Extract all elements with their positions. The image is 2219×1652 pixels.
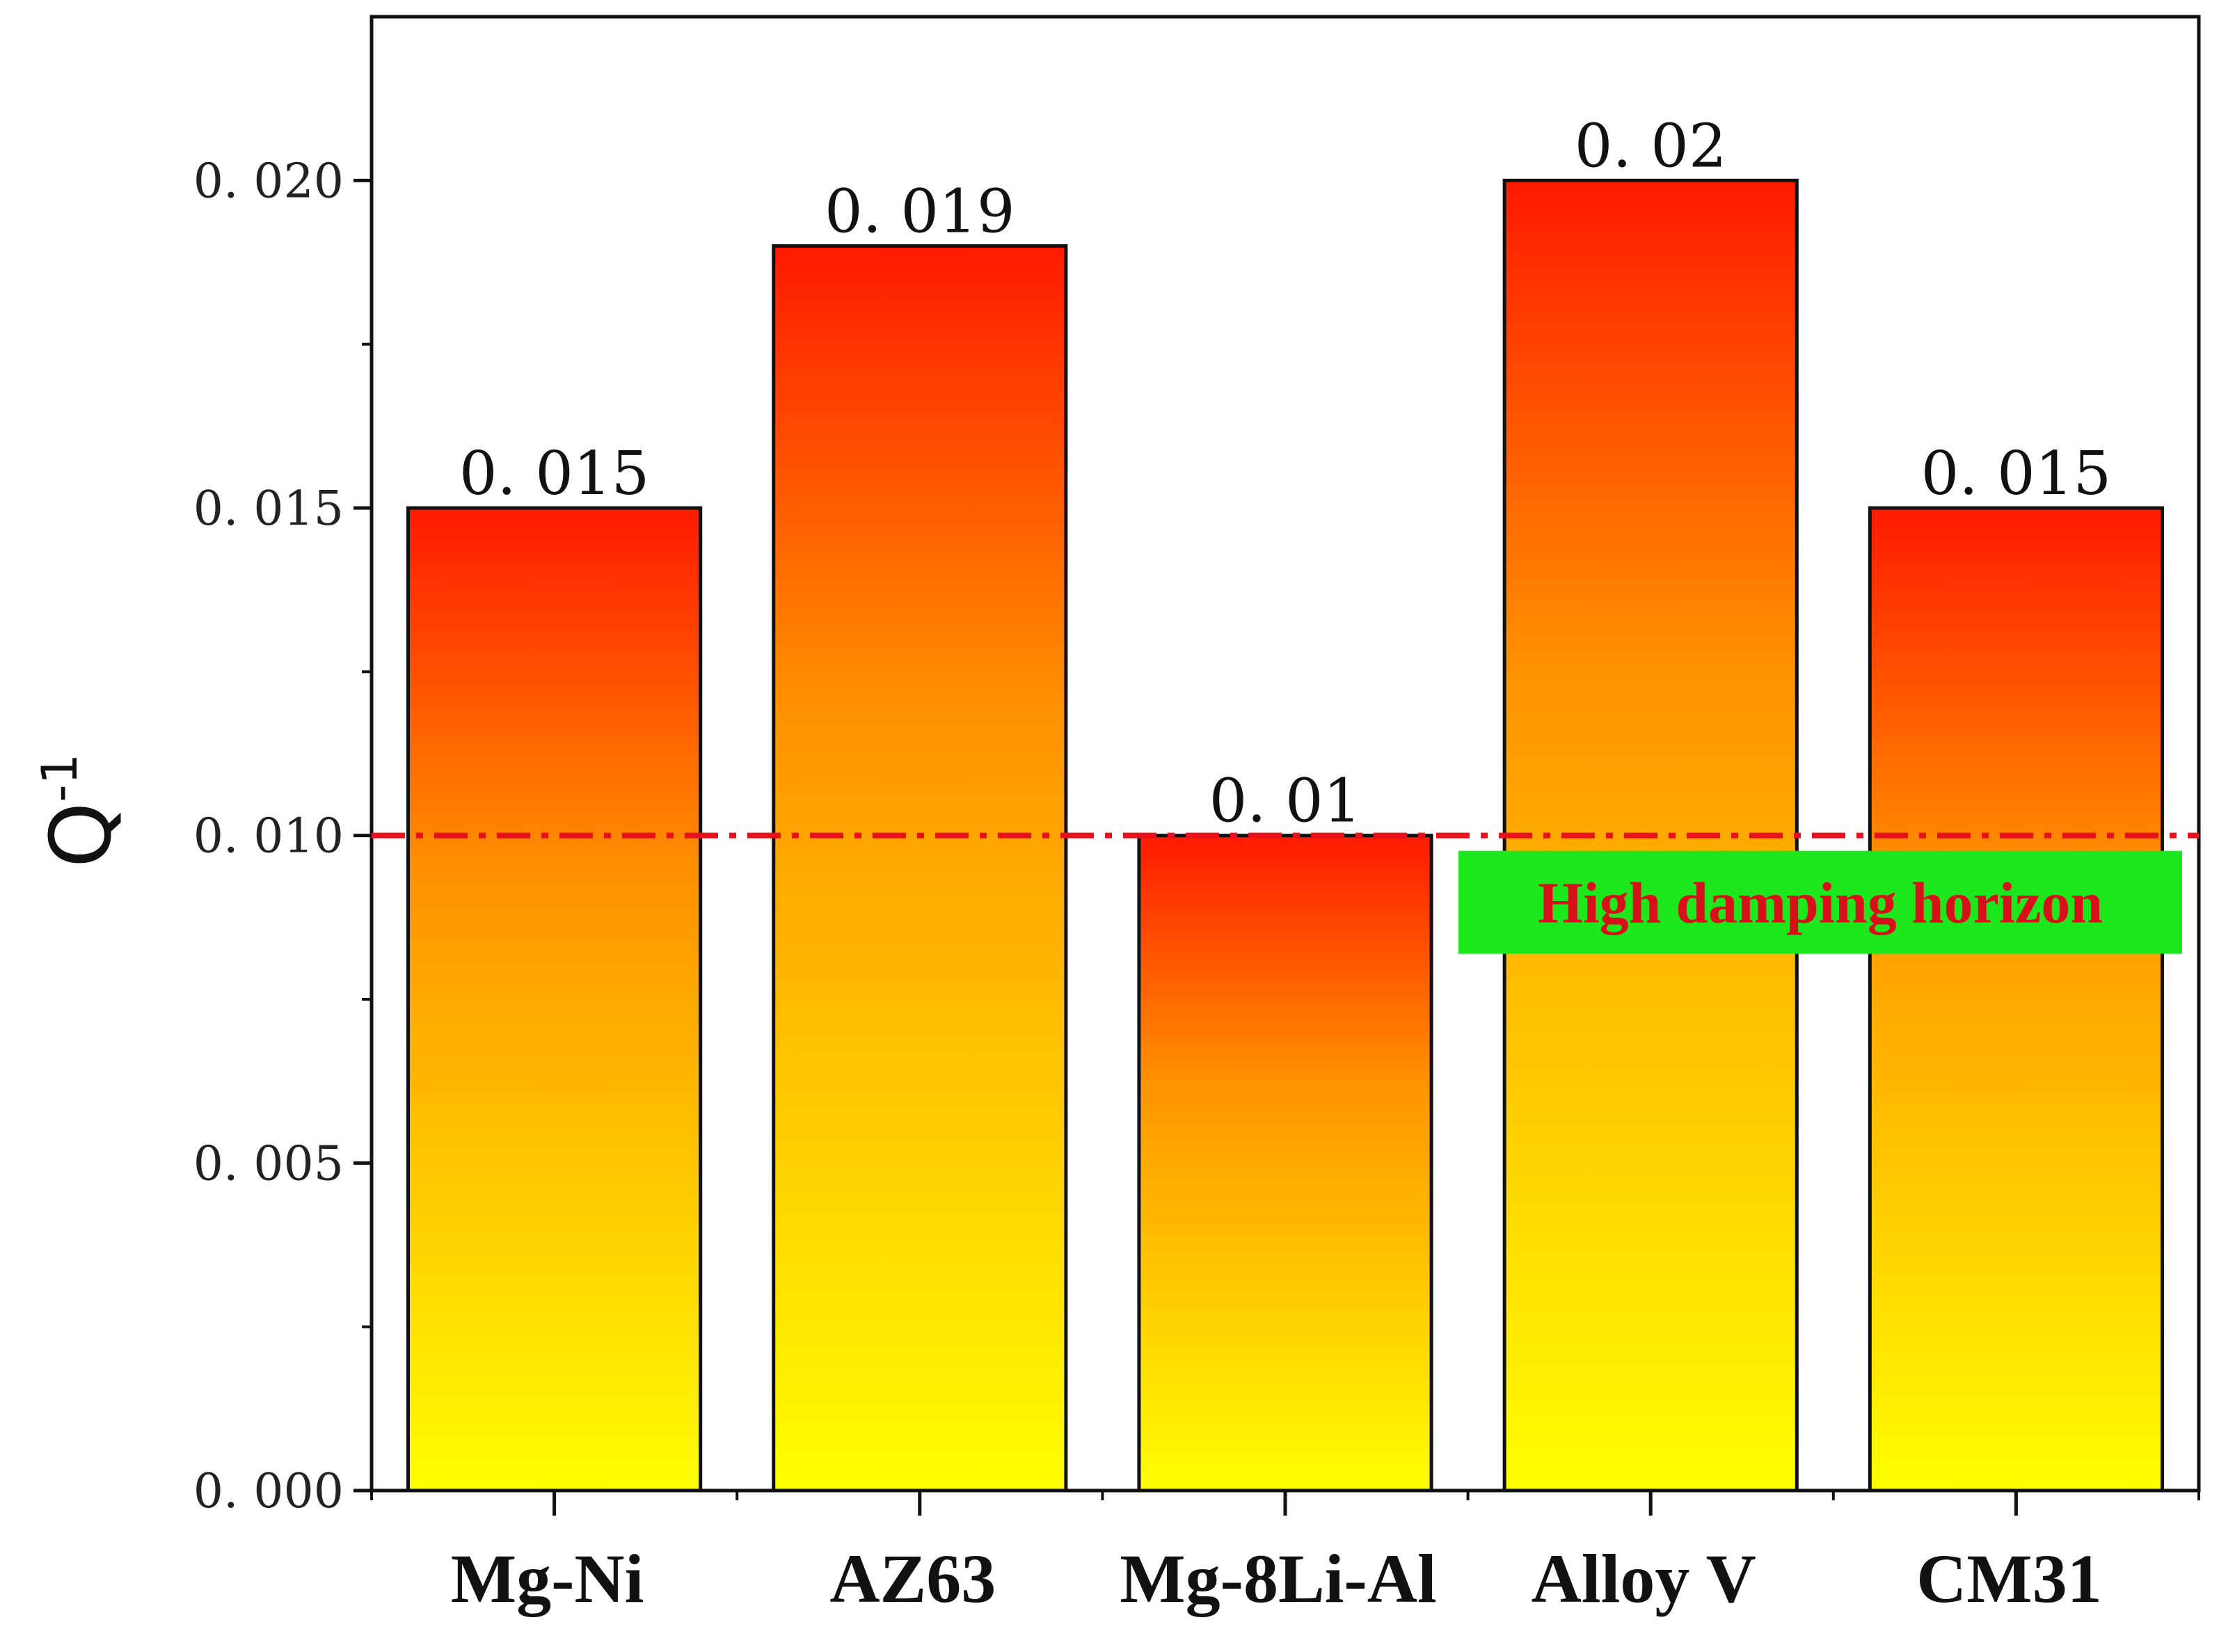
bar-value-label: 0. 02 — [1575, 111, 1727, 181]
y-axis-label-superscript: -1 — [31, 754, 88, 802]
bar-mg-ni — [406, 506, 703, 1493]
bar-value-label: 0. 015 — [459, 439, 650, 509]
bar-value-label: 0. 01 — [1209, 767, 1362, 836]
x-category-label: AZ63 — [829, 1540, 996, 1617]
y-tick-label: 0. 015 — [193, 482, 344, 537]
y-axis-label: Q-1 — [31, 754, 130, 868]
reference-label-box — [1458, 850, 2182, 954]
bar-cm31 — [1868, 506, 2164, 1493]
y-axis-label-main: Q — [33, 802, 130, 868]
reference-line-label: High damping horizon — [1538, 871, 2103, 936]
y-axis: 0. 000 0. 005 0. 010 0. 015 0. 020 — [193, 154, 372, 1519]
bar-mg-8li-al — [1137, 834, 1433, 1493]
x-category-label: CM31 — [1916, 1540, 2102, 1617]
bars: 0. 015 0. 019 0. 01 0. 02 0. 015 — [406, 111, 2164, 1493]
x-category-label: Mg-8Li-Al — [1120, 1540, 1436, 1617]
reference-line-group: High damping horizon — [372, 832, 2199, 954]
x-axis: Mg-Ni AZ63 Mg-8Li-Al Alloy V CM31 — [370, 1491, 2200, 1617]
y-tick-label: 0. 000 — [193, 1464, 344, 1519]
x-category-label: Mg-Ni — [451, 1540, 644, 1617]
bar-value-label: 0. 019 — [825, 177, 1015, 246]
y-tick-label: 0. 005 — [193, 1136, 344, 1191]
bar-value-label: 0. 015 — [1921, 439, 2112, 509]
y-axis-title: Q-1 — [31, 754, 130, 868]
x-category-label: Alloy V — [1532, 1540, 1756, 1617]
y-tick-label: 0. 020 — [193, 154, 344, 209]
bar-az63 — [772, 244, 1068, 1493]
y-tick-label: 0. 010 — [193, 809, 344, 864]
